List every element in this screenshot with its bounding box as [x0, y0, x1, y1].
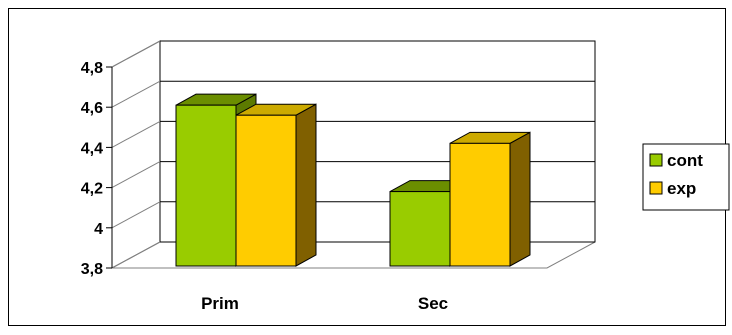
bar-side — [295, 103, 317, 267]
x-axis-categories: Prim Sec — [201, 294, 448, 313]
bar-exp-Prim — [235, 103, 317, 267]
legend-label-cont: cont — [667, 151, 703, 170]
y-tick-label: 4,6 — [81, 100, 103, 117]
y-tick-label: 4,4 — [81, 140, 103, 157]
gridline-side — [111, 120, 161, 148]
x-label-Sec: Sec — [418, 294, 448, 313]
gridline-side — [111, 161, 161, 189]
y-tick-label: 3,8 — [81, 261, 103, 278]
gridline-side — [111, 80, 161, 108]
legend-label-exp: exp — [667, 179, 696, 198]
legend-swatch-exp — [649, 181, 663, 195]
legend: cont exp — [642, 143, 730, 211]
side-wall — [111, 40, 161, 269]
y-tick-label: 4 — [94, 221, 103, 238]
legend-swatch-cont — [649, 153, 663, 167]
bars — [175, 93, 531, 267]
bar-front — [449, 142, 511, 267]
bar-side — [509, 131, 531, 267]
bar-front — [175, 104, 237, 267]
bar-exp-Sec — [449, 131, 531, 267]
gridline-side — [111, 241, 161, 269]
bar-front — [389, 191, 451, 267]
y-tick-label: 4,2 — [81, 181, 103, 198]
x-label-Prim: Prim — [201, 294, 239, 313]
bar-front — [235, 114, 297, 267]
y-axis-ticks: 3,8 4 4,2 4,4 4,6 4,8 — [81, 60, 113, 278]
gridline-side — [111, 201, 161, 229]
y-tick-label: 4,8 — [81, 60, 103, 77]
gridline-side — [111, 40, 161, 68]
